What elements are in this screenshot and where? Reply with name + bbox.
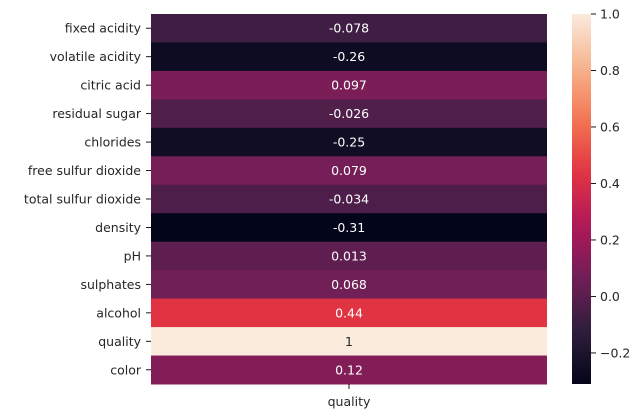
heatmap-cell: [151, 298, 547, 328]
cell-value-label: -0.078: [329, 21, 369, 36]
row-label: fixed acidity: [65, 21, 142, 36]
colorbar-tick-label: −0.2: [600, 345, 630, 360]
cell-value-label: -0.25: [333, 135, 365, 150]
row-label: citric acid: [80, 78, 141, 93]
cell-value-label: 0.44: [335, 305, 363, 320]
cell-value-label: 0.079: [331, 163, 367, 178]
column-labels: quality: [328, 384, 371, 409]
row-label: chlorides: [84, 135, 141, 150]
row-label: sulphates: [80, 277, 141, 292]
cell-value-label: 0.12: [335, 362, 363, 377]
cell-value-label: -0.034: [329, 192, 369, 207]
colorbar-tick-label: 0.8: [600, 63, 620, 78]
heatmap-cell: [151, 270, 547, 300]
heatmap-cell: [151, 127, 547, 157]
heatmap-cell: [151, 99, 547, 129]
row-label: density: [95, 220, 141, 235]
colorbar-tick-label: 0.6: [600, 119, 620, 134]
cell-value-label: -0.26: [333, 49, 365, 64]
cell-value-label: 0.013: [331, 248, 367, 263]
row-label: residual sugar: [52, 106, 142, 121]
row-label: alcohol: [96, 305, 141, 320]
heatmap-cell: [151, 42, 547, 72]
cell-value-label: 0.097: [331, 78, 367, 93]
heatmap-cell: [151, 241, 547, 271]
row-label: free sulfur dioxide: [28, 163, 141, 178]
cell-value-label: 1: [345, 334, 353, 349]
row-label: volatile acidity: [50, 49, 142, 64]
row-label: total sulfur dioxide: [24, 192, 141, 207]
heatmap-cell: [151, 355, 547, 385]
colorbar-tick-label: 0.2: [600, 232, 620, 247]
heatmap-cell: [151, 213, 547, 243]
heatmap-cell: [151, 14, 547, 43]
colorbar-tick-label: 1.0: [600, 7, 620, 22]
row-label: color: [110, 362, 142, 377]
cell-value-label: -0.026: [329, 106, 369, 121]
row-labels: fixed acidity volatile acidity citric acid…: [24, 21, 151, 377]
colorbar-tick-label: 0.4: [600, 176, 620, 191]
heatmap-cell: [151, 70, 547, 100]
colorbar: −0.2 0.0 0.2 0.4 0.6 0.8 1.0: [572, 7, 630, 384]
heatmap-cells: -0.078 -0.26 0.097 -0.026 -0.25 0.079 -0.034 -0…: [151, 14, 547, 385]
heatmap-cell: [151, 184, 547, 214]
row-label: quality: [98, 334, 141, 349]
column-label: quality: [328, 394, 371, 409]
cell-value-label: -0.31: [333, 220, 365, 235]
heatmap-cell: [151, 327, 547, 357]
colorbar-tick-label: 0.0: [600, 289, 620, 304]
heatmap-cell: [151, 156, 547, 186]
cell-value-label: 0.068: [331, 277, 367, 292]
row-label: pH: [124, 248, 141, 263]
colorbar-gradient: [572, 14, 591, 384]
